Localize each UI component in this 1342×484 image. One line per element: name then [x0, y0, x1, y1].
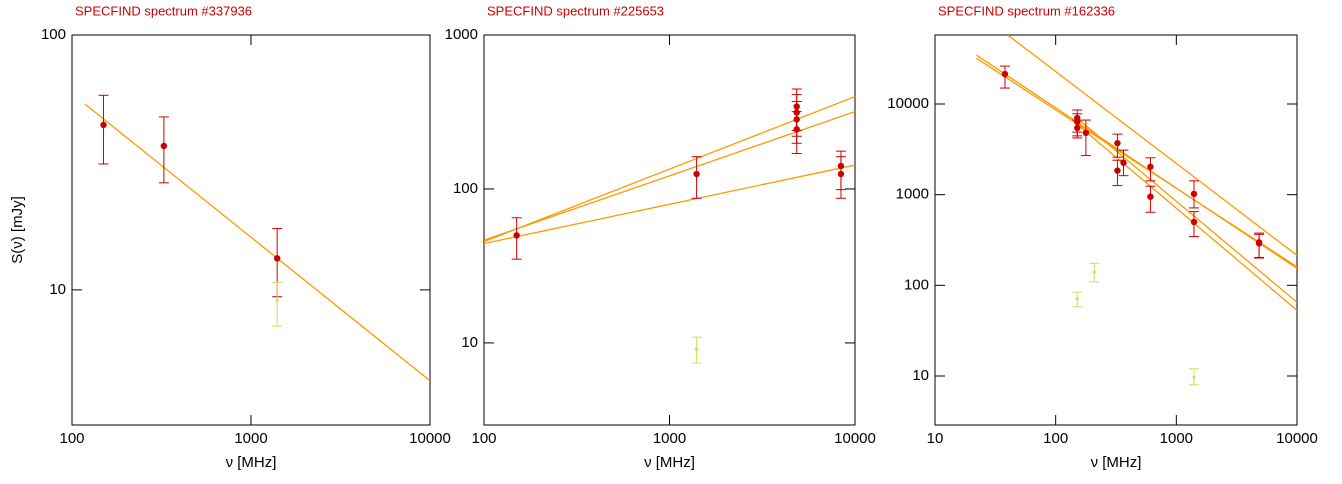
error-bar [98, 94, 109, 165]
x-tick-label: 100 [471, 430, 496, 447]
error-bar [1080, 119, 1091, 157]
data-point [1114, 139, 1121, 147]
x-tick-label: 10000 [834, 430, 876, 447]
data-point [1120, 159, 1127, 166]
data-point [1190, 190, 1198, 198]
fit-line [975, 54, 1297, 269]
error-bar [835, 156, 846, 199]
y-tick-label: 1000 [445, 26, 478, 43]
y-axis-label: S(ν) [mJy] [9, 196, 26, 264]
error-bar [691, 156, 702, 199]
x-tick-label: 1000 [234, 430, 267, 447]
plot-frame [71, 34, 431, 426]
y-tick-label: 100 [41, 26, 66, 43]
x-tick-label: 100 [1043, 430, 1068, 447]
data-point [793, 126, 800, 133]
error-bar [272, 281, 283, 327]
plot-frame [483, 34, 856, 426]
error-bar [791, 111, 802, 154]
error-bar [158, 116, 169, 184]
data-point [273, 255, 281, 262]
data-point [837, 170, 845, 178]
plot-area [84, 94, 430, 382]
y-tick-label: 10000 [887, 95, 929, 112]
x-tick-label: 100 [59, 430, 84, 447]
data-point [100, 121, 107, 129]
data-point [693, 170, 700, 178]
fit-line [84, 103, 430, 382]
data-point [513, 232, 520, 239]
x-tick-label: 10 [927, 430, 944, 447]
x-axis-label: ν [MHz] [644, 454, 695, 471]
chart-title: SPECFIND spectrum #162336 [938, 3, 1115, 18]
data-point [1190, 218, 1198, 226]
fit-line [1076, 123, 1297, 311]
plot-area [975, 35, 1297, 386]
data-point [1092, 270, 1096, 274]
data-point [1255, 240, 1263, 247]
data-point [1192, 375, 1196, 379]
panel: SPECFIND spectrum #225653 ν [MHz] 100 1000 1… [445, 3, 876, 471]
data-point [1082, 129, 1090, 137]
data-point [1075, 297, 1079, 301]
data-point [695, 347, 699, 351]
y-tick-label: 1000 [896, 186, 929, 203]
x-tick-label: 10000 [409, 430, 451, 447]
fit-line [1007, 35, 1297, 256]
panel: SPECFIND spectrum #162336 ν [MHz] 10 100 100… [887, 3, 1318, 471]
fit-line [975, 57, 1297, 268]
y-tick-label: 10 [912, 367, 929, 384]
chart-title: SPECFIND spectrum #225653 [487, 3, 664, 18]
fit-line [484, 110, 855, 241]
x-tick-label: 10000 [1276, 430, 1318, 447]
y-tick-label: 100 [453, 180, 478, 197]
data-point [160, 142, 168, 150]
data-point [1001, 70, 1009, 78]
data-point [275, 298, 279, 302]
plot-frame [934, 34, 1298, 426]
fit-line [484, 164, 855, 245]
y-tick-label: 100 [904, 276, 929, 293]
data-point [1147, 193, 1154, 200]
y-tick-label: 10 [49, 281, 66, 298]
fit-line [1076, 117, 1297, 303]
data-point [1074, 124, 1081, 132]
y-tick-label: 10 [461, 334, 478, 351]
chart-title: SPECFIND spectrum #337936 [75, 3, 252, 18]
x-axis-label: ν [MHz] [1091, 454, 1142, 471]
data-point [1114, 167, 1121, 174]
x-tick-label: 1000 [653, 430, 686, 447]
fit-line [484, 95, 855, 243]
data-point [1147, 163, 1154, 170]
x-axis-label: ν [MHz] [226, 454, 277, 471]
plot-area [484, 88, 855, 364]
x-tick-label: 1000 [1160, 430, 1193, 447]
panel: SPECFIND spectrum #337936 ν [MHz] S(ν) [mJ… [9, 3, 451, 471]
